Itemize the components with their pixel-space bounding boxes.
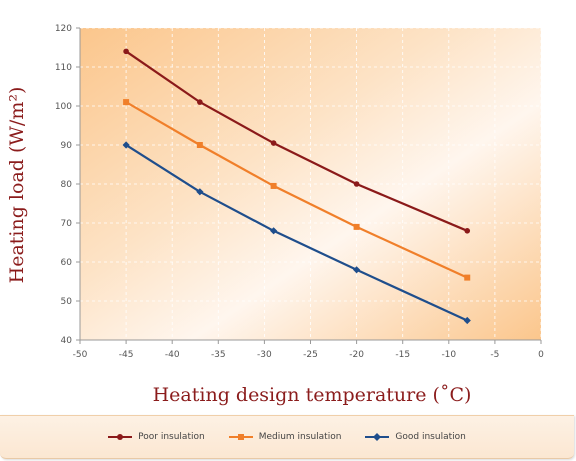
legend-item-poor: Poor insulation bbox=[108, 432, 205, 442]
data-point bbox=[464, 228, 471, 234]
data-point bbox=[123, 99, 130, 106]
y-tick-label: 90 bbox=[61, 141, 73, 151]
line-chart: -50 -45 -40 -35 -30 -25 -20 -15 -10 -5 04050607080… bbox=[6, 24, 544, 406]
data-point bbox=[463, 316, 471, 325]
series-1 bbox=[123, 99, 471, 281]
y-tick-label: 60 bbox=[61, 258, 73, 268]
legend: Poor insulation Medium insulation Good i… bbox=[0, 415, 574, 459]
data-point bbox=[122, 141, 130, 149]
diamond-marker-icon bbox=[365, 433, 390, 441]
x-tick-label: -35 bbox=[211, 350, 226, 360]
series-2 bbox=[122, 141, 471, 325]
x-tick-label: -50 bbox=[73, 350, 88, 360]
data-point bbox=[270, 227, 278, 235]
x-tick-label: -45 bbox=[119, 350, 134, 360]
data-point bbox=[196, 188, 204, 196]
square-marker-icon bbox=[228, 434, 253, 440]
y-tick-label: 110 bbox=[55, 63, 72, 73]
grid bbox=[79, 27, 542, 341]
x-tick-label: -40 bbox=[165, 350, 180, 360]
legend-item-medium: Medium insulation bbox=[228, 432, 342, 442]
data-point bbox=[353, 181, 360, 187]
legend-label: Medium insulation bbox=[258, 432, 342, 442]
data-point bbox=[197, 99, 203, 105]
data-point bbox=[270, 182, 277, 189]
y-axis-title: Heating load (W/m²) bbox=[6, 87, 28, 284]
circle-marker-icon bbox=[108, 434, 133, 440]
x-axis-title: Heating design temperature (˚C) bbox=[153, 384, 472, 406]
data-point bbox=[353, 266, 361, 274]
x-tick-label: -30 bbox=[257, 350, 272, 360]
data-point bbox=[123, 48, 129, 55]
data-point bbox=[196, 142, 203, 148]
series bbox=[122, 48, 471, 325]
y-tick-label: 40 bbox=[61, 336, 73, 346]
x-tick-label: -10 bbox=[441, 350, 456, 360]
x-tick-label: -20 bbox=[349, 350, 364, 360]
series-0 bbox=[123, 48, 471, 234]
legend-label: Good insulation bbox=[395, 432, 466, 442]
legend-label: Poor insulation bbox=[138, 432, 205, 442]
legend-item-good: Good insulation bbox=[365, 432, 466, 442]
y-tick-label: 50 bbox=[61, 297, 73, 307]
y-tick-label: 100 bbox=[55, 102, 72, 112]
x-tick-label: -25 bbox=[303, 350, 318, 360]
y-tick-label: 80 bbox=[61, 180, 73, 190]
x-tick-label: -15 bbox=[395, 350, 410, 360]
x-tick-label: -5 bbox=[490, 350, 499, 360]
y-tick-label: 70 bbox=[61, 219, 73, 229]
axes: -50 -45 -40 -35 -30 -25 -20 -15 -10 -5 04050607080… bbox=[55, 24, 544, 360]
data-point bbox=[353, 223, 360, 230]
y-tick-label: 120 bbox=[55, 24, 72, 34]
data-point bbox=[270, 140, 277, 146]
data-point bbox=[464, 274, 471, 281]
x-tick-label: 0 bbox=[538, 350, 544, 360]
